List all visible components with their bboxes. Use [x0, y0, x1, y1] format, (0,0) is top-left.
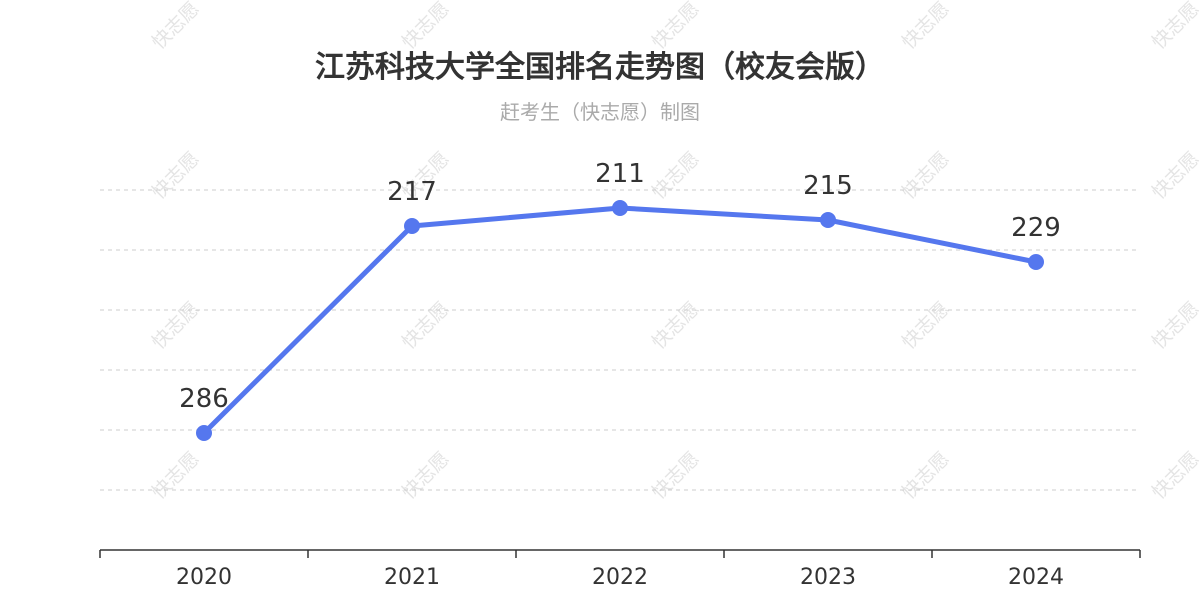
data-label: 211 [595, 159, 645, 189]
watermark-text: 快志愿 [398, 448, 454, 504]
watermark-text: 快志愿 [648, 298, 704, 354]
series-layer [196, 200, 1044, 441]
x-axis: 2020 2021 2022 2023 2024 [99, 549, 1141, 590]
data-label: 217 [387, 177, 437, 207]
watermark-text: 快志愿 [1148, 448, 1200, 504]
watermark-text: 快志愿 [398, 0, 454, 54]
watermark-text: 快志愿 [1148, 0, 1200, 54]
data-point[interactable] [196, 425, 212, 441]
data-point[interactable] [404, 218, 420, 234]
data-point[interactable] [612, 200, 628, 216]
watermark-text: 快志愿 [398, 298, 454, 354]
x-tick-label: 2022 [592, 565, 648, 590]
data-label: 215 [803, 171, 853, 201]
watermark-text: 快志愿 [898, 448, 954, 504]
watermark-text: 快志愿 [648, 0, 704, 54]
watermark-layer: 快志愿 快志愿 快志愿 快志愿 快志愿快志愿 快志愿 快志愿 快志愿 快志愿快志愿 快志愿 快志愿快… [148, 0, 1200, 504]
x-tick-label: 2024 [1008, 565, 1064, 590]
watermark-text: 快志愿 [148, 0, 204, 54]
watermark-text: 快志愿 [648, 448, 704, 504]
watermark-text: 快志愿 [648, 148, 704, 204]
x-tick-label: 2021 [384, 565, 440, 590]
data-labels: 286 217 211 215 229 [179, 159, 1061, 414]
watermark-text: 快志愿 [898, 298, 954, 354]
chart-title: 江苏科技大学全国排名走势图（校友会版） [315, 50, 885, 85]
data-point[interactable] [820, 212, 836, 228]
watermark-text: 快志愿 [898, 0, 954, 54]
series-line [201, 205, 1039, 436]
watermark-text: 快志愿 [148, 298, 204, 354]
watermark-text: 快志愿 [148, 448, 204, 504]
chart-subtitle: 赶考生（快志愿）制图 [500, 100, 700, 124]
watermark-text: 快志愿 [1148, 148, 1200, 204]
x-tick-label: 2023 [800, 565, 856, 590]
data-point[interactable] [1028, 254, 1044, 270]
grid-lines [100, 189, 1140, 491]
data-label: 286 [179, 384, 229, 414]
watermark-text: 快志愿 [1148, 298, 1200, 354]
watermark-text: 快志愿 [148, 148, 204, 204]
data-label: 229 [1011, 213, 1061, 243]
x-tick-label: 2020 [176, 565, 232, 590]
watermark-text: 快志愿 [898, 148, 954, 204]
